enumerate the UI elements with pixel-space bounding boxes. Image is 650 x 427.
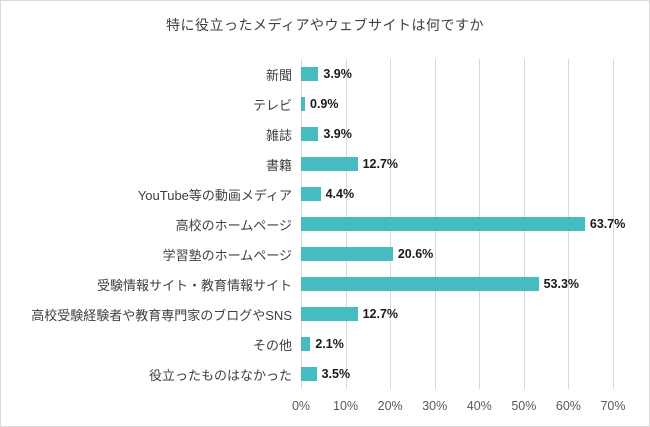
x-axis: 0% 10% 20% 30% 40% 50% 60% 70% [292,397,626,421]
bar [301,187,321,201]
bar [301,67,319,81]
chart-row: 新聞 3.9% [1,59,649,89]
bar-track: 53.3% [301,269,613,299]
chart-row: 高校のホームページ 63.7% [1,209,649,239]
bar [301,127,319,141]
value-label: 3.9% [323,67,352,81]
bar [301,157,358,171]
bar-track: 4.4% [301,179,613,209]
bar-track: 3.9% [301,119,613,149]
chart-row: 役立ったものはなかった 3.5% [1,359,649,389]
chart-row: 学習塾のホームページ 20.6% [1,239,649,269]
value-label: 63.7% [589,217,626,231]
x-tick-label: 60% [555,399,581,413]
bar-track: 0.9% [301,89,613,119]
chart-title: 特に役立ったメディアやウェブサイトは何ですか [165,17,485,33]
category-label: 受験情報サイト・教育情報サイト [96,277,292,293]
chart-row: その他 2.1% [1,329,649,359]
category-label: 高校のホームページ [175,217,292,233]
bar-track: 3.9% [301,59,613,89]
plot-area: 新聞 3.9% テレビ 0.9% 雑誌 3.9% 書籍 12.7% YouTube等の動画メディ… [1,59,649,421]
chart-row: 受験情報サイト・教育情報サイト 53.3% [1,269,649,299]
x-tick-label: 70% [600,399,626,413]
gridline [613,59,614,389]
bar [301,307,358,321]
x-tick-label: 10% [333,399,359,413]
value-label: 3.5% [321,367,351,381]
value-label: 0.9% [310,97,339,111]
bar-track: 20.6% [301,239,613,269]
value-label: 53.3% [543,277,580,291]
bar [301,367,317,381]
value-label: 12.7% [362,307,399,321]
bar [301,277,539,291]
value-label: 4.4% [325,187,355,201]
chart-row: YouTube等の動画メディア 4.4% [1,179,649,209]
x-tick-label: 40% [466,399,492,413]
value-label: 12.7% [362,157,399,171]
value-label: 2.1% [315,337,344,351]
bar [301,337,311,351]
x-tick-label: 20% [377,399,403,413]
category-label: 書籍 [265,157,292,173]
x-tick-label: 30% [422,399,448,413]
bar-track: 12.7% [301,299,613,329]
category-label: その他 [252,337,292,353]
chart-row: テレビ 0.9% [1,89,649,119]
chart-row: 書籍 12.7% [1,149,649,179]
x-tick-label: 50% [511,399,537,413]
category-label: 雑誌 [265,127,292,143]
bar-track: 3.5% [301,359,613,389]
chart-row: 雑誌 3.9% [1,119,649,149]
category-label: YouTube等の動画メディア [137,187,292,203]
category-label: 高校受験経験者や教育専門家のブログやSNS [31,307,292,323]
value-label: 3.9% [323,127,352,141]
bar-track: 12.7% [301,149,613,179]
bar-track: 63.7% [301,209,625,239]
chart-row: 高校受験経験者や教育専門家のブログやSNS 12.7% [1,299,649,329]
bar [301,247,393,261]
value-label: 20.6% [397,247,434,261]
bar [301,217,585,231]
category-label: テレビ [252,97,292,113]
bar [301,97,305,111]
x-tick-label: 0% [291,399,311,413]
bar-rows: 新聞 3.9% テレビ 0.9% 雑誌 3.9% 書籍 12.7% YouTube等の動画メディ… [1,59,649,389]
category-label: 役立ったものはなかった [148,367,292,383]
category-label: 新聞 [265,67,292,83]
category-label: 学習塾のホームページ [162,247,292,263]
bar-track: 2.1% [301,329,613,359]
